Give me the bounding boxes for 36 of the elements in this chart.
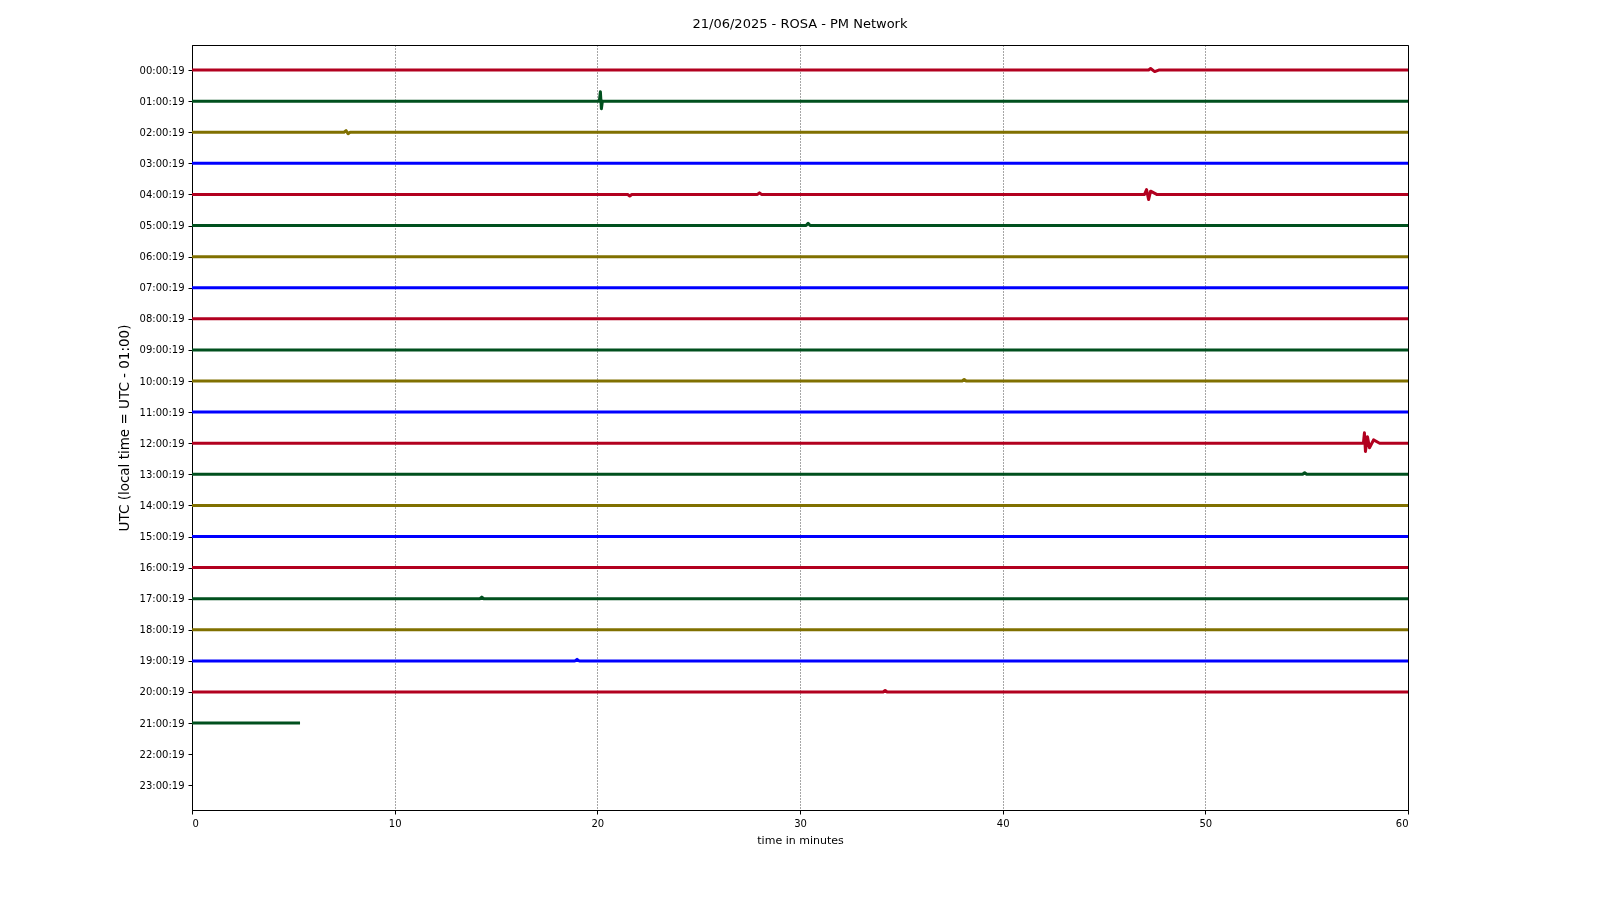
x-tick-label: 60 [1395, 817, 1409, 829]
y-tick-label: 20:00:19 [139, 686, 185, 698]
y-tick-label: 22:00:19 [139, 748, 185, 760]
x-tick-label: 0 [192, 817, 199, 829]
y-tick-label: 21:00:19 [139, 717, 185, 729]
y-tick-label: 17:00:19 [139, 593, 185, 605]
y-tick-label: 14:00:19 [139, 499, 185, 511]
y-tick-label: 07:00:19 [139, 282, 185, 294]
x-tick-label: 40 [996, 817, 1010, 829]
y-tick-label: 13:00:19 [139, 468, 185, 480]
y-tick-label: 06:00:19 [139, 251, 185, 263]
y-tick-label: 02:00:19 [139, 126, 185, 138]
y-tick-label: 19:00:19 [139, 655, 185, 667]
y-tick-label: 23:00:19 [139, 779, 185, 791]
y-tick-label: 01:00:19 [139, 95, 185, 107]
y-tick-label: 16:00:19 [139, 562, 185, 574]
x-axis-title: time in minutes [757, 833, 844, 847]
y-tick-label: 03:00:19 [139, 157, 185, 169]
chart-title: 21/06/2025 - ROSA - PM Network [692, 16, 908, 31]
y-tick-label: 04:00:19 [139, 188, 185, 200]
y-tick-label: 18:00:19 [139, 624, 185, 636]
y-tick-label: 10:00:19 [139, 375, 185, 387]
y-tick-label: 00:00:19 [139, 64, 185, 76]
y-tick-label: 05:00:19 [139, 220, 185, 232]
y-tick-label: 15:00:19 [139, 531, 185, 543]
y-tick-label: 12:00:19 [139, 437, 185, 449]
y-axis-title: UTC (local time = UTC - 01:00) [115, 324, 132, 532]
x-tick-label: 20 [591, 817, 605, 829]
x-tick-label: 30 [794, 817, 807, 829]
line-series [192, 188, 1408, 202]
y-tick-label: 11:00:19 [139, 406, 185, 418]
line-series [192, 431, 1408, 453]
x-tick-label: 50 [1199, 817, 1213, 829]
y-tick-label: 08:00:19 [139, 313, 185, 325]
x-tick-label: 10 [388, 817, 402, 829]
y-tick-label: 09:00:19 [139, 344, 185, 356]
